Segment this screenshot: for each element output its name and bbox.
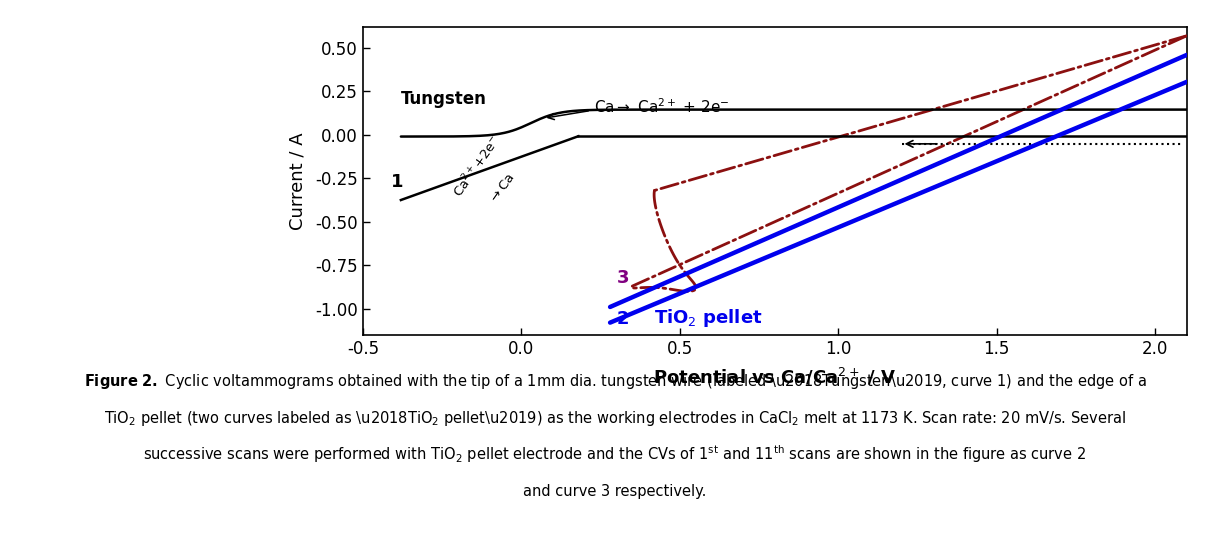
Text: Tungsten: Tungsten bbox=[401, 90, 487, 109]
Text: successive scans were performed with TiO$_2$ pellet electrode and the CVs of 1$^: successive scans were performed with TiO… bbox=[144, 443, 1086, 464]
Text: $\mathbf{Figure\ 2.}$ Cyclic voltammograms obtained with the tip of a 1mm dia. t: $\mathbf{Figure\ 2.}$ Cyclic voltammogra… bbox=[84, 372, 1146, 391]
Text: Ca$^{2+}$+2e$^{-}$: Ca$^{2+}$+2e$^{-}$ bbox=[450, 132, 504, 200]
Text: TiO$_2$ pellet: TiO$_2$ pellet bbox=[654, 307, 763, 329]
Text: 1: 1 bbox=[391, 173, 403, 191]
X-axis label: Potential vs Ca/Ca$^{2+}$ / V: Potential vs Ca/Ca$^{2+}$ / V bbox=[653, 366, 897, 387]
Text: 3: 3 bbox=[616, 268, 629, 287]
Text: TiO$_2$ pellet (two curves labeled as \u2018TiO$_2$ pellet\u2019) as the working: TiO$_2$ pellet (two curves labeled as \u… bbox=[105, 409, 1125, 428]
Y-axis label: Current / A: Current / A bbox=[289, 132, 308, 230]
Text: 2: 2 bbox=[616, 310, 629, 328]
Text: and curve 3 respectively.: and curve 3 respectively. bbox=[523, 484, 707, 500]
Text: Ca$\rightarrow$ Ca$^{2+}$ + 2e$^{-}$: Ca$\rightarrow$ Ca$^{2+}$ + 2e$^{-}$ bbox=[594, 97, 729, 116]
Text: $\rightarrow$Ca: $\rightarrow$Ca bbox=[487, 171, 518, 206]
